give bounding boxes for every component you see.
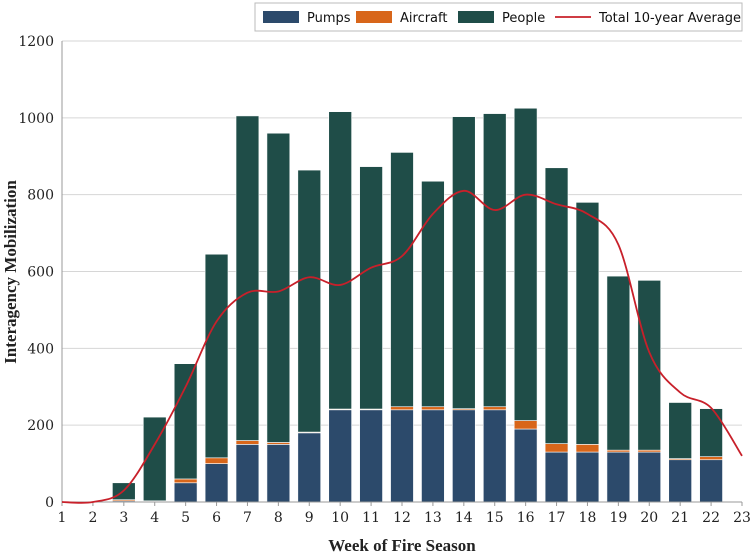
x-tick-label-1: 1 (58, 510, 67, 526)
bar-people-week-13 (421, 180, 445, 408)
bar-aircraft-week-7 (235, 440, 260, 445)
legend-label-pumps: Pumps (307, 11, 351, 26)
bar-people-week-5 (173, 363, 198, 480)
x-axis-title: Week of Fire Season (328, 536, 476, 555)
bar-people-week-21 (668, 402, 692, 459)
bars (112, 107, 723, 503)
bar-aircraft-week-5 (173, 478, 198, 484)
bar-people-week-10 (328, 111, 352, 410)
x-tick-label-16: 16 (517, 510, 535, 526)
bar-people-week-16 (513, 107, 538, 421)
x-tick-label-2: 2 (88, 510, 97, 526)
bar-people-week-4 (142, 416, 167, 502)
bar-pumps-week-12 (390, 409, 414, 503)
bar-pumps-week-17 (544, 451, 569, 503)
bar-aircraft-week-22 (699, 456, 723, 461)
bar-people-week-9 (297, 169, 322, 433)
bar-pumps-week-14 (452, 409, 476, 503)
legend: Pumps Aircraft People Total 10-year Average (254, 2, 743, 32)
bar-people-week-19 (606, 275, 631, 451)
bar-people-week-14 (452, 116, 476, 409)
bar-pumps-week-15 (482, 409, 507, 503)
x-tick-label-23: 23 (733, 510, 750, 526)
x-tick-label-3: 3 (119, 510, 128, 526)
x-tick-label-20: 20 (640, 510, 658, 526)
bar-people-week-12 (390, 152, 414, 408)
x-tick-label-15: 15 (486, 510, 504, 526)
bar-people-week-22 (699, 408, 723, 457)
legend-swatch-pumps (263, 11, 299, 23)
y-axis-title: Interagency Mobilization (1, 180, 20, 364)
legend-swatch-aircraft (356, 11, 392, 23)
bar-people-week-8 (266, 132, 291, 443)
bar-people-week-18 (575, 202, 600, 445)
bar-pumps-week-20 (637, 451, 662, 503)
x-tick-label-9: 9 (305, 510, 314, 526)
x-tick-label-19: 19 (609, 510, 627, 526)
y-tick-label-800: 800 (27, 188, 54, 204)
x-tick-label-5: 5 (181, 510, 190, 526)
legend-label-aircraft: Aircraft (400, 11, 447, 26)
bar-aircraft-week-13 (421, 406, 445, 411)
bar-pumps-week-19 (606, 451, 631, 503)
bar-aircraft-week-15 (482, 406, 507, 411)
bar-pumps-week-16 (513, 428, 538, 503)
y-tick-label-0: 0 (45, 495, 54, 511)
axes (61, 41, 743, 506)
bar-pumps-week-21 (668, 459, 692, 503)
bar-pumps-week-5 (173, 482, 198, 503)
bar-pumps-week-6 (204, 463, 229, 503)
legend-box (254, 2, 743, 32)
y-tick-label-1200: 1200 (18, 34, 54, 50)
x-tick-label-7: 7 (243, 510, 252, 526)
x-tick-label-17: 17 (548, 510, 566, 526)
bar-aircraft-week-18 (575, 444, 600, 453)
bar-aircraft-week-12 (390, 406, 414, 411)
x-tick-label-4: 4 (150, 510, 159, 526)
bar-people-week-6 (204, 253, 229, 459)
x-tick-label-22: 22 (702, 510, 720, 526)
legend-label-total-10-year-average: Total 10-year Average (598, 11, 741, 26)
x-tick-label-12: 12 (393, 510, 411, 526)
bar-pumps-week-11 (359, 409, 383, 503)
legend-swatch-people (458, 11, 494, 23)
bar-aircraft-week-17 (544, 443, 569, 453)
y-tick-label-600: 600 (27, 265, 54, 281)
bar-pumps-week-7 (235, 444, 260, 503)
bar-aircraft-week-16 (513, 420, 538, 430)
x-tick-label-11: 11 (362, 510, 380, 526)
x-tick-label-14: 14 (455, 510, 473, 526)
y-tick-label-400: 400 (27, 341, 54, 357)
bar-people-week-15 (482, 113, 507, 408)
y-tick-label-1000: 1000 (18, 111, 54, 127)
x-tick-label-13: 13 (424, 510, 442, 526)
bar-pumps-week-18 (575, 451, 600, 503)
bar-people-week-20 (637, 280, 662, 451)
bar-people-week-17 (544, 167, 569, 444)
bar-pumps-week-9 (297, 432, 322, 503)
bar-aircraft-week-6 (204, 457, 229, 464)
x-tick-label-10: 10 (331, 510, 349, 526)
bar-people-week-7 (235, 115, 260, 441)
bar-pumps-week-13 (421, 409, 445, 503)
bar-people-week-11 (359, 166, 383, 410)
x-tick-label-6: 6 (212, 510, 221, 526)
legend-label-people: People (502, 11, 545, 26)
average-line (61, 189, 743, 504)
x-tick-label-21: 21 (671, 510, 689, 526)
bar-pumps-week-8 (266, 444, 291, 503)
x-tick-label-18: 18 (579, 510, 597, 526)
y-tick-label-200: 200 (27, 418, 54, 434)
bar-pumps-week-10 (328, 409, 352, 503)
x-tick-label-8: 8 (274, 510, 283, 526)
bar-pumps-week-22 (699, 459, 723, 503)
